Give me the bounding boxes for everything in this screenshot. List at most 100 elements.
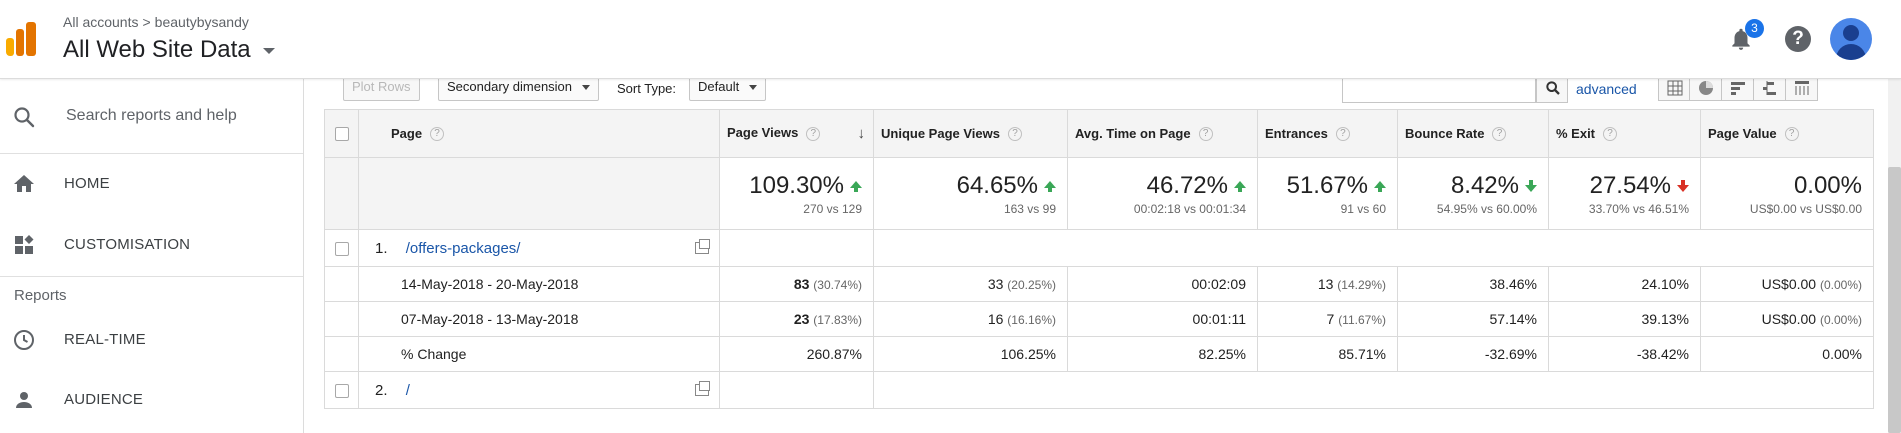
person-icon bbox=[16, 392, 32, 408]
row-select-cell bbox=[324, 229, 359, 267]
sidebar-item-home[interactable]: HOME bbox=[0, 156, 303, 212]
sidebar-divider bbox=[0, 276, 303, 277]
column-header-unique-page-views[interactable]: Unique Page Views? bbox=[873, 109, 1068, 158]
data-cell: 260.87% bbox=[719, 336, 874, 372]
table-row: 1. /offers-packages/ bbox=[324, 229, 1874, 267]
bell-icon[interactable] bbox=[1728, 25, 1754, 53]
external-link-icon[interactable] bbox=[695, 380, 710, 396]
help-icon[interactable]: ? bbox=[430, 127, 445, 142]
row-checkbox[interactable] bbox=[334, 384, 349, 399]
column-header-avg-time[interactable]: Avg. Time on Page? bbox=[1067, 109, 1258, 158]
sort-type-label: Sort Type: bbox=[617, 81, 677, 96]
total-value: 46.72% bbox=[1146, 171, 1228, 199]
cell-value: US$0.00 bbox=[1761, 276, 1817, 292]
data-cell: 83 (30.74%) bbox=[719, 266, 874, 302]
total-entrances: 51.67% 91 vs 60 bbox=[1257, 157, 1398, 230]
column-header-exit[interactable]: % Exit? bbox=[1548, 109, 1701, 158]
data-cell: 82.25% bbox=[1067, 336, 1258, 372]
breadcrumb-all-accounts[interactable]: All accounts bbox=[63, 14, 139, 30]
sort-type-dropdown[interactable]: Default bbox=[689, 79, 767, 101]
page-link[interactable]: /offers-packages/ bbox=[405, 239, 521, 257]
property-selector[interactable]: All Web Site Data bbox=[63, 36, 275, 64]
empty-cell bbox=[873, 371, 1874, 409]
secondary-dimension-dropdown[interactable]: Secondary dimension bbox=[438, 79, 600, 101]
column-header-page[interactable]: Page? bbox=[358, 109, 720, 158]
breadcrumb-account[interactable]: beautybysandy bbox=[154, 14, 249, 30]
table-view-icon[interactable] bbox=[1658, 79, 1690, 101]
sidebar-item-real-time[interactable]: REAL-TIME bbox=[0, 312, 303, 368]
help-icon[interactable]: ? bbox=[1784, 127, 1799, 142]
empty-cell bbox=[324, 301, 359, 337]
help-icon[interactable]: ? bbox=[1007, 127, 1022, 142]
caret-down-icon bbox=[262, 48, 275, 54]
analytics-logo-icon[interactable] bbox=[6, 22, 36, 56]
pivot-view-icon[interactable] bbox=[1786, 79, 1818, 101]
help-icon[interactable]: ? bbox=[1785, 26, 1811, 52]
data-cell: -32.69% bbox=[1397, 336, 1549, 372]
sidebar-search[interactable]: Search reports and help bbox=[0, 79, 303, 154]
row-checkbox[interactable] bbox=[334, 242, 349, 257]
performance-view-icon[interactable] bbox=[1722, 79, 1754, 101]
totals-blank-cell bbox=[324, 157, 359, 230]
data-cell: 33 (20.25%) bbox=[873, 266, 1068, 302]
scrollbar-thumb[interactable] bbox=[1888, 167, 1901, 433]
secondary-dimension-label: Secondary dimension bbox=[447, 79, 573, 94]
trend-up-icon bbox=[850, 180, 862, 192]
column-header-label: Page Views bbox=[727, 125, 799, 140]
sidebar-item-customisation[interactable]: CUSTOMISATION bbox=[0, 217, 303, 273]
cell-percent: (11.67%) bbox=[1338, 313, 1386, 327]
search-placeholder: Search reports and help bbox=[66, 107, 237, 124]
dashboard-icon bbox=[15, 235, 34, 254]
sidebar-item-audience[interactable]: AUDIENCE bbox=[0, 372, 303, 428]
advanced-filter-link[interactable]: advanced bbox=[1576, 81, 1637, 97]
totals-row: 109.30% 270 vs 129 64.65% 163 vs 99 46.72%… bbox=[324, 157, 1874, 230]
cell-percent: (14.29%) bbox=[1337, 278, 1386, 292]
cell-percent: (30.74%) bbox=[813, 278, 862, 292]
select-all-checkbox[interactable] bbox=[334, 127, 349, 142]
help-icon[interactable]: ? bbox=[1198, 127, 1213, 142]
column-header-entrances[interactable]: Entrances? bbox=[1257, 109, 1398, 158]
column-header-label: Unique Page Views bbox=[881, 125, 1000, 141]
column-header-page-views[interactable]: Page Views? ↓ bbox=[719, 109, 874, 158]
sidebar-item-label: CUSTOMISATION bbox=[64, 236, 191, 253]
sort-descending-icon[interactable]: ↓ bbox=[857, 125, 866, 142]
data-cell: 23 (17.83%) bbox=[719, 301, 874, 337]
column-header-page-value[interactable]: Page Value? bbox=[1700, 109, 1874, 158]
table-row: % Change 260.87% 106.25% 82.25% 85.71% -… bbox=[324, 336, 1874, 372]
data-cell: 24.10% bbox=[1548, 266, 1701, 302]
page-link[interactable]: / bbox=[405, 381, 410, 399]
help-icon[interactable]: ? bbox=[1492, 127, 1507, 142]
cell-value: 57.14% bbox=[1489, 311, 1537, 327]
total-compare: 33.70% vs 46.51% bbox=[1588, 201, 1689, 216]
total-compare: US$0.00 vs US$0.00 bbox=[1749, 201, 1862, 216]
total-compare: 91 vs 60 bbox=[1340, 201, 1386, 216]
cell-value: 38.46% bbox=[1489, 276, 1537, 292]
total-page-value: 0.00% US$0.00 vs US$0.00 bbox=[1700, 157, 1874, 230]
table-filter-search-button[interactable] bbox=[1536, 79, 1568, 103]
cell-value: 83 bbox=[793, 276, 810, 292]
total-value: 0.00% bbox=[1793, 171, 1862, 199]
help-icon[interactable]: ? bbox=[1603, 127, 1618, 142]
data-cell: US$0.00 (0.00%) bbox=[1700, 301, 1874, 337]
empty-cell bbox=[324, 266, 359, 302]
cell-percent: (0.00%) bbox=[1819, 278, 1862, 292]
column-header-bounce-rate[interactable]: Bounce Rate? bbox=[1397, 109, 1549, 158]
table-row: 2. / bbox=[324, 371, 1874, 409]
help-icon[interactable]: ? bbox=[1335, 127, 1350, 142]
data-cell: -38.42% bbox=[1548, 336, 1701, 372]
trend-down-good-icon bbox=[1525, 179, 1537, 192]
external-link-icon[interactable] bbox=[695, 238, 710, 254]
help-icon[interactable]: ? bbox=[806, 126, 821, 141]
cell-value: US$0.00 bbox=[1761, 311, 1817, 327]
pie-view-icon[interactable] bbox=[1690, 79, 1722, 101]
breadcrumb: All accounts > beautybysandy bbox=[63, 14, 249, 30]
comparison-view-icon[interactable] bbox=[1754, 79, 1786, 101]
cell-percent: (20.25%) bbox=[1007, 278, 1056, 292]
empty-cell bbox=[873, 229, 1874, 267]
data-cell: 85.71% bbox=[1257, 336, 1398, 372]
table-filter-input[interactable] bbox=[1342, 79, 1536, 103]
cell-value: 16 bbox=[987, 311, 1004, 327]
plot-rows-button[interactable]: Plot Rows bbox=[343, 79, 420, 101]
avatar-icon[interactable] bbox=[1830, 18, 1872, 60]
chevron-down-icon bbox=[582, 85, 591, 91]
